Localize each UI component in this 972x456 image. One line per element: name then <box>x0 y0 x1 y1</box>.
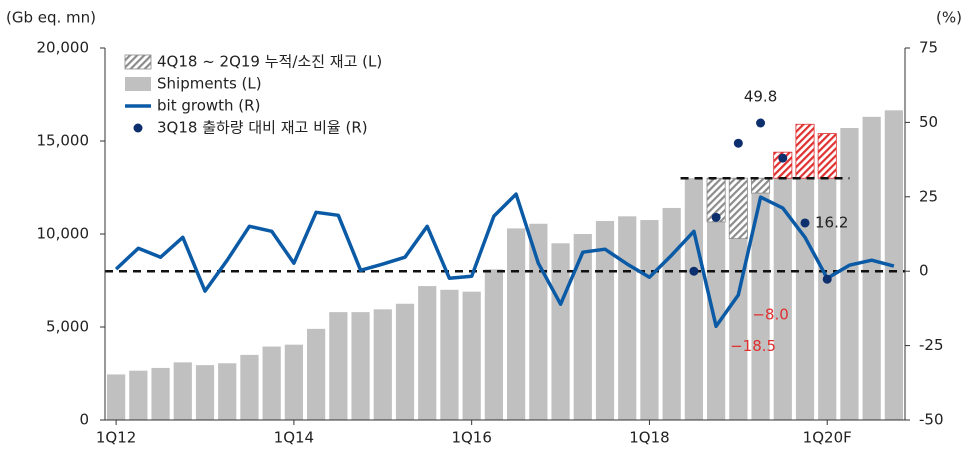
x-tick-label: 1Q14 <box>274 429 314 447</box>
bar <box>307 328 326 420</box>
bar <box>573 234 592 420</box>
bar <box>373 309 392 420</box>
legend-label: Shipments (L) <box>157 75 262 93</box>
x-tick-label: 1Q12 <box>96 429 136 447</box>
x-tick-label: 1Q16 <box>451 429 491 447</box>
bar <box>195 365 215 420</box>
bar <box>751 177 771 194</box>
scatter-point <box>711 212 721 222</box>
y2-tick-label: 25 <box>919 187 938 205</box>
bar <box>218 363 237 420</box>
bar <box>284 344 303 420</box>
bar <box>507 228 526 420</box>
bar <box>729 238 748 420</box>
y-tick-label: 5,000 <box>46 318 89 336</box>
overlay: −18.5 −8.0 49.8 16.2 <box>105 87 905 355</box>
bar <box>529 223 548 420</box>
legend-label: 4Q18 ~ 2Q19 누적/소진 재고 (L) <box>157 53 382 71</box>
scatter-point <box>778 153 788 163</box>
scatter-point <box>689 266 699 276</box>
data-label: 16.2 <box>815 213 848 231</box>
bar <box>440 289 459 420</box>
bar <box>329 312 348 420</box>
bar <box>795 123 815 179</box>
bar <box>351 312 370 420</box>
bar <box>551 243 570 420</box>
y-tick-label: 0 <box>79 411 89 429</box>
legend-label: bit growth (R) <box>157 97 260 115</box>
y2-tick-label: 50 <box>919 113 938 131</box>
bar <box>751 193 770 420</box>
bar <box>262 346 281 420</box>
data-label: −18.5 <box>730 337 776 355</box>
scatter-point <box>756 118 766 128</box>
data-label: −8.0 <box>752 306 788 324</box>
scatter-point <box>800 218 810 228</box>
y-axis-label: (Gb eq. mn) <box>6 9 96 27</box>
bar <box>640 220 659 420</box>
bar <box>107 374 126 420</box>
bar <box>818 178 837 420</box>
y2-axis-label: (%) <box>936 9 962 27</box>
bar <box>840 127 859 420</box>
legend-swatch <box>133 123 143 133</box>
bars <box>107 110 903 420</box>
bar <box>773 178 792 420</box>
y2-tick-label: -50 <box>919 411 944 429</box>
x-tick-label: 1Q18 <box>629 429 669 447</box>
bar <box>395 303 415 420</box>
bar <box>462 291 481 420</box>
y-tick-label: 10,000 <box>37 225 90 243</box>
legend-swatch <box>124 54 152 70</box>
line <box>114 192 895 329</box>
data-label: 49.8 <box>744 87 777 105</box>
bar <box>418 286 437 420</box>
bar <box>129 370 148 420</box>
bar <box>173 362 192 420</box>
y-tick-label: 20,000 <box>37 39 90 57</box>
y2-tick-label: 75 <box>919 39 938 57</box>
bar <box>240 354 259 420</box>
bar <box>728 177 748 240</box>
legend-label: 3Q18 출하량 대비 재고 비율 (R) <box>157 119 368 137</box>
y2-tick-label: -25 <box>919 336 944 354</box>
scatter-point <box>733 138 743 148</box>
scatter-point <box>822 274 832 284</box>
y2-tick-label: 0 <box>919 262 929 280</box>
legend-swatch <box>125 77 151 91</box>
bar <box>618 216 637 420</box>
bar <box>151 367 170 420</box>
bar <box>817 133 837 179</box>
bar <box>484 269 503 420</box>
bar <box>684 178 703 420</box>
bar <box>795 178 815 420</box>
y-tick-label: 15,000 <box>37 132 90 150</box>
bar <box>862 116 881 420</box>
bar <box>662 207 681 420</box>
x-tick-label: 1Q20F <box>803 429 852 447</box>
